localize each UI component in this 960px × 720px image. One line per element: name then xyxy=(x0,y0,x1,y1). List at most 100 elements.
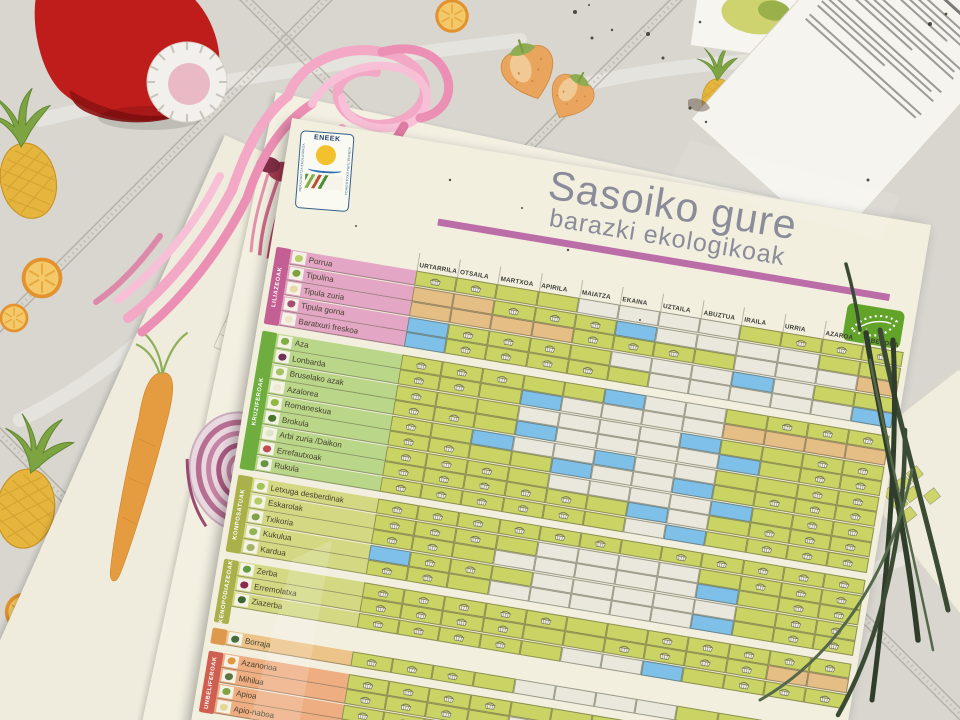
season-cell xyxy=(440,360,484,383)
season-cell xyxy=(571,328,615,350)
season-cell xyxy=(414,270,458,293)
season-cell xyxy=(590,714,634,720)
season-cell xyxy=(485,345,529,367)
season-cell xyxy=(524,608,568,631)
season-cell xyxy=(724,658,768,680)
season-cell xyxy=(525,352,569,374)
season-cell xyxy=(425,702,469,720)
season-cell xyxy=(420,483,464,505)
season-cell xyxy=(727,642,771,665)
season-cell xyxy=(438,376,482,398)
vegetable-name: Ziazerba xyxy=(250,597,284,612)
broccoli-icon xyxy=(264,410,281,425)
garlic-icon xyxy=(280,312,297,327)
season-cell xyxy=(715,712,759,720)
season-cell xyxy=(512,678,556,701)
chicory-icon xyxy=(247,509,264,524)
lambs-lettuce-icon xyxy=(245,524,262,539)
vegetable-name: Apioa xyxy=(235,689,258,702)
season-cell xyxy=(801,452,845,475)
leek-icon xyxy=(291,250,307,266)
season-cell xyxy=(408,551,452,573)
season-cell xyxy=(481,617,525,640)
red-cabbage-icon xyxy=(274,349,291,364)
white-onion-icon xyxy=(285,281,302,296)
eneek-logo: ENEEK NEKAZARITZA EKOLOGIKOA AGRIKULTURA… xyxy=(294,130,355,213)
red-onion-icon xyxy=(283,296,300,312)
carrot-icon xyxy=(223,654,240,669)
season-cell xyxy=(478,632,522,655)
season-cell xyxy=(544,488,588,510)
season-cell xyxy=(394,384,439,407)
season-cell xyxy=(593,692,638,715)
season-cell xyxy=(611,335,656,357)
borage-icon xyxy=(227,631,244,647)
season-cell xyxy=(538,525,582,548)
season-cell xyxy=(449,557,493,580)
romanesco-icon xyxy=(266,395,283,410)
smudge xyxy=(688,98,710,112)
season-cell xyxy=(413,520,458,543)
season-cell xyxy=(400,603,444,626)
vegetable-name: Zerba xyxy=(256,566,279,579)
season-cell xyxy=(384,695,428,718)
season-cell xyxy=(497,518,541,541)
season-cell xyxy=(652,341,696,364)
table-row: Azanorioa xyxy=(221,652,836,720)
season-cell xyxy=(356,612,400,634)
season-cell xyxy=(390,658,434,681)
season-cell xyxy=(416,505,460,527)
pineapple-print xyxy=(695,45,744,127)
season-cell xyxy=(686,636,730,658)
arugula-icon xyxy=(256,456,273,471)
season-cell xyxy=(504,481,548,503)
season-cell xyxy=(573,313,617,335)
season-cell xyxy=(379,476,423,498)
season-cell xyxy=(402,588,446,611)
vegetable-name: Aza xyxy=(294,338,310,350)
seasonal-vegetable-poster: ENEEK NEKAZARITZA EKOLOGIKOA AGRIKULTURA… xyxy=(189,118,932,720)
season-cell xyxy=(425,452,469,475)
season-cell xyxy=(675,706,719,720)
orange-print xyxy=(0,302,30,334)
season-cell xyxy=(389,415,433,437)
season-cell xyxy=(646,629,690,651)
season-cell xyxy=(779,331,823,354)
season-cell xyxy=(431,665,475,687)
vegetable-name: Apio-naboa xyxy=(232,704,275,720)
season-cell xyxy=(684,651,728,674)
cardoon-icon xyxy=(242,539,259,555)
celery-icon xyxy=(218,684,235,699)
season-cell xyxy=(422,467,466,490)
table-row: Lonbarda xyxy=(272,348,888,466)
season-cell xyxy=(361,581,406,604)
season-cell xyxy=(375,498,419,521)
table-row: Erremolatxa xyxy=(234,576,850,694)
season-cell xyxy=(341,704,385,720)
vegetable-name: Porrua xyxy=(308,255,334,269)
vegetable-name: Azanorioa xyxy=(240,658,278,674)
orange-print xyxy=(20,256,64,300)
vegetable-name: Brokula xyxy=(281,415,310,429)
chard-icon xyxy=(239,562,255,577)
vegetable-name: Kardua xyxy=(259,544,287,558)
escarole-icon xyxy=(250,494,267,509)
vegetable-name: Kukulua xyxy=(262,528,293,543)
orange-print xyxy=(881,100,925,144)
season-cell xyxy=(454,277,498,300)
season-cell xyxy=(465,459,510,481)
season-cell xyxy=(549,707,593,720)
season-cell xyxy=(427,437,471,459)
field-stripes-icon xyxy=(304,173,344,191)
table-row: Borraja xyxy=(225,630,840,720)
season-cell xyxy=(528,336,572,359)
fennel-icon xyxy=(221,669,237,684)
season-cell xyxy=(472,672,516,694)
season-cell xyxy=(382,460,426,483)
lettuce-icon xyxy=(252,478,269,493)
season-cell xyxy=(444,338,488,361)
bottle-body xyxy=(34,0,220,121)
spring-onion-icon xyxy=(288,266,305,281)
season-cell xyxy=(433,406,477,429)
